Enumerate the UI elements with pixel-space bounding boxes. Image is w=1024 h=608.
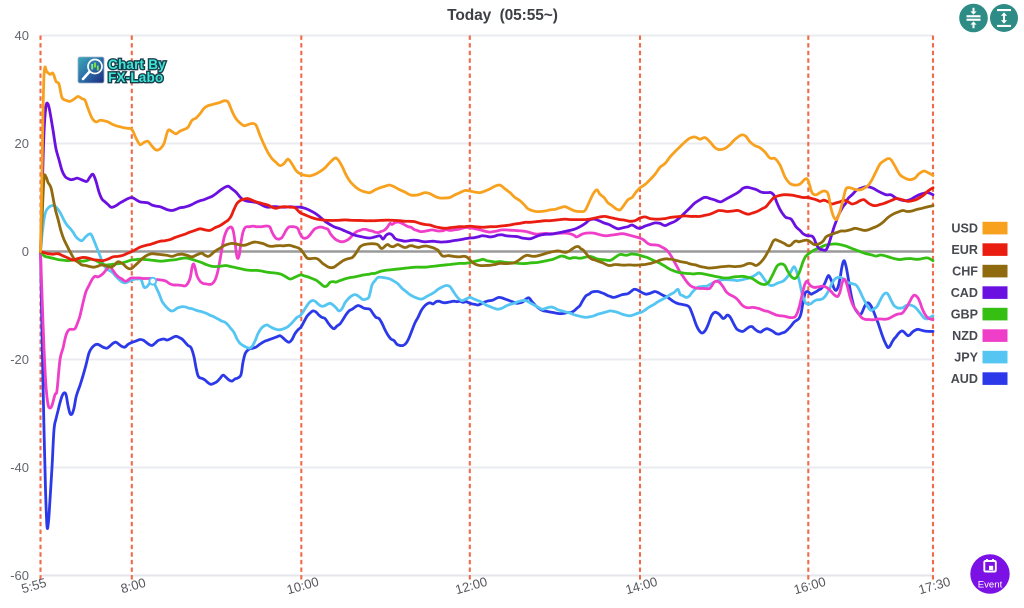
svg-text:40: 40 [15, 28, 29, 43]
svg-text:USD: USD [951, 222, 978, 236]
svg-text:NZD: NZD [952, 329, 978, 343]
svg-text:20: 20 [15, 136, 29, 151]
svg-text:5:55: 5:55 [20, 575, 48, 596]
svg-text:EUR: EUR [951, 243, 978, 257]
svg-text:-40: -40 [10, 460, 29, 475]
svg-text:Event: Event [978, 580, 1003, 591]
svg-text:JPY: JPY [954, 351, 978, 365]
svg-text:FX-Labo: FX-Labo [108, 70, 163, 85]
svg-text:0: 0 [22, 244, 29, 259]
svg-text:AUD: AUD [951, 372, 978, 386]
svg-text:-60: -60 [10, 568, 29, 583]
svg-text:-20: -20 [10, 352, 29, 367]
svg-text:CAD: CAD [951, 286, 978, 300]
svg-text:8:00: 8:00 [119, 575, 147, 596]
svg-text:CHF: CHF [952, 265, 978, 279]
svg-text:GBP: GBP [951, 308, 978, 322]
svg-text:Chart By: Chart By [108, 57, 166, 72]
